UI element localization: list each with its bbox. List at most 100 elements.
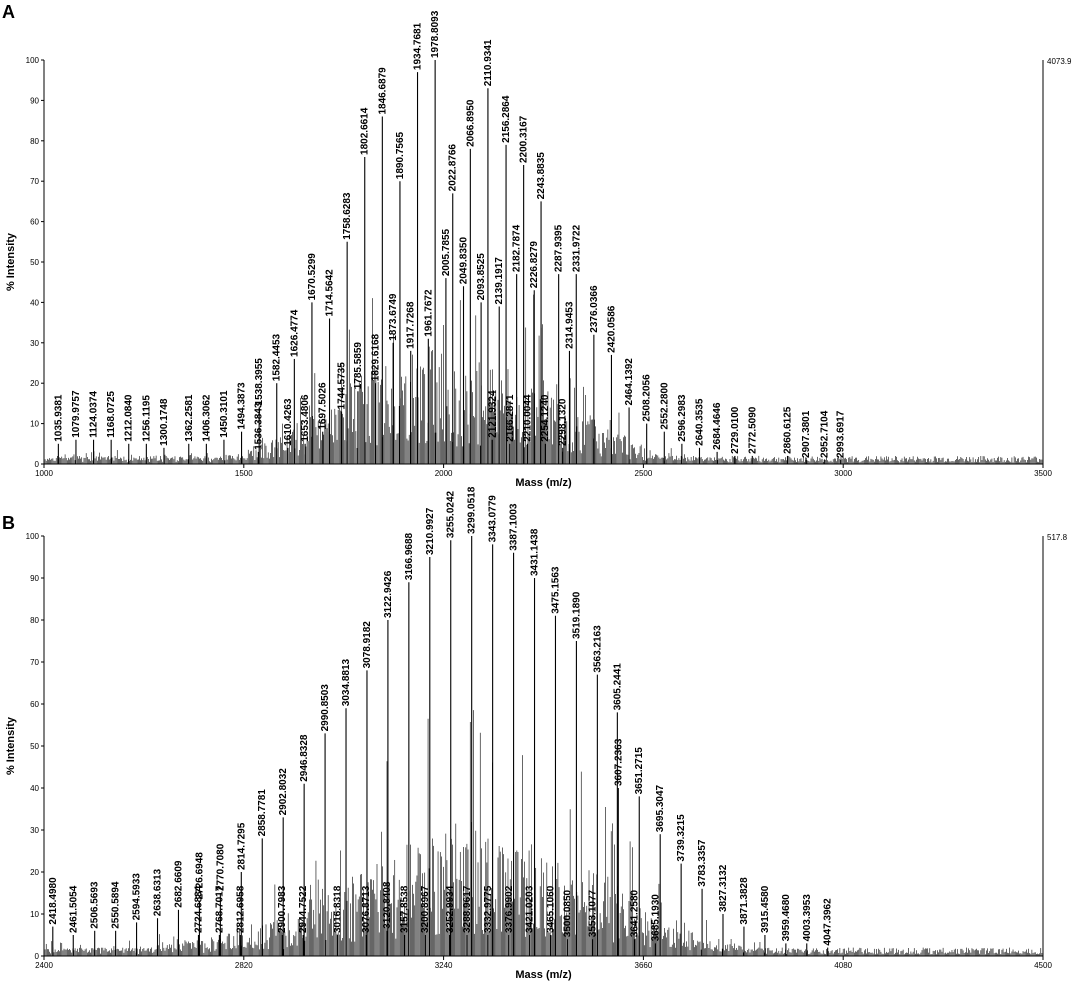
- y-tick-label: 100: [26, 532, 40, 541]
- panel-label: B: [2, 513, 15, 533]
- peak-label: 1744.5735: [337, 362, 348, 410]
- peak-label: 2110.9341: [483, 39, 494, 86]
- y-tick-label: 50: [30, 258, 39, 267]
- peak-label: 1934.7681: [413, 22, 424, 70]
- peak-label: 1653.4806: [300, 394, 311, 442]
- y-tick-label: 100: [26, 56, 40, 65]
- peak-label: 2376.0366: [589, 285, 600, 333]
- y-tick-label: 10: [30, 910, 39, 919]
- peak-label: 1256.1195: [141, 395, 152, 442]
- peak-label: 2858.7781: [257, 789, 268, 837]
- peak-label: 1890.7565: [395, 131, 406, 179]
- peak-label: 3605.2441: [612, 663, 623, 711]
- peak-label: 3387.1003: [509, 503, 520, 551]
- y-tick-label: 60: [30, 700, 39, 709]
- peak-label: 2022.8766: [448, 144, 459, 192]
- peak-label: 3500.0850: [562, 889, 573, 937]
- peak-label: 1697.5026: [318, 382, 329, 430]
- peak-label: 3519.1890: [571, 591, 582, 639]
- peak-label: 1829.6168: [371, 333, 382, 381]
- peak-label: 1300.1748: [159, 398, 170, 446]
- x-tick-label: 2820: [235, 961, 253, 970]
- peak-label: 1538.3955: [254, 358, 265, 406]
- y-tick-label: 0: [35, 952, 40, 961]
- max-intensity-label: 517.8: [1047, 533, 1068, 542]
- peak-label: 3210.9927: [425, 507, 436, 555]
- peak-label: 3641.2580: [629, 889, 640, 937]
- peak-label: 2418.4980: [48, 877, 59, 925]
- peak-label: 1212.0840: [124, 394, 135, 442]
- peak-label: 2200.3167: [519, 115, 530, 163]
- peak-label: 3739.3215: [676, 814, 687, 862]
- peak-label: 1714.5642: [325, 269, 336, 317]
- peak-label: 3465.1060: [546, 885, 557, 933]
- peak-label: 1917.7268: [406, 301, 417, 349]
- panel-b: B 0 10 20 30 40 50 60 70 80 90 100 2400 2820 3240 3660 4…: [2, 486, 1068, 981]
- baseline-noise: [44, 710, 1043, 956]
- peak-label: 2952.7104: [819, 410, 830, 458]
- peak-label: 2298.1320: [558, 398, 569, 446]
- peak-label: 3607.2363: [613, 738, 624, 786]
- peak-label: 1802.6614: [360, 107, 371, 155]
- peak-label: 2331.9722: [571, 224, 582, 272]
- peak-label: 3157.8538: [400, 885, 411, 933]
- x-tick-label: 3000: [834, 469, 852, 478]
- y-tick-label: 10: [30, 420, 39, 429]
- max-intensity-label: 4073.9: [1047, 57, 1072, 66]
- peak-label: 1406.3062: [201, 394, 212, 442]
- peak-label: 2254.1240: [540, 394, 551, 442]
- peak-label: 2093.8525: [476, 253, 487, 301]
- peak-label: 2638.6313: [153, 868, 164, 916]
- peak-label: 3871.3828: [739, 877, 750, 925]
- peak-label: 2682.6609: [173, 860, 184, 908]
- peak-label: 3332.9775: [483, 885, 494, 933]
- peak-label: 1079.9757: [71, 390, 82, 438]
- peak-label: 1582.4453: [272, 333, 283, 381]
- peak-label: 2139.1917: [494, 257, 505, 305]
- x-tick-label: 4080: [834, 961, 852, 970]
- peak-label: 2990.8503: [320, 684, 331, 732]
- peak-label: 2640.3535: [694, 398, 705, 446]
- peak-label: 3376.9902: [504, 885, 515, 933]
- y-axis-label: % Intensity: [5, 716, 17, 775]
- peak-label: 2166.2871: [505, 394, 516, 442]
- peak-label: 3200.8967: [420, 885, 431, 933]
- peak-label: 4047.3962: [823, 898, 834, 946]
- peak-label: 1536.3843: [253, 402, 264, 450]
- peak-label: 2210.0044: [523, 394, 534, 442]
- peaks: 2418.4980 2461.5054 2506.5693 2550.5894 2594…: [48, 486, 834, 956]
- x-tick-label: 3500: [1034, 469, 1052, 478]
- peak-label: 2814.7295: [236, 822, 247, 870]
- peak-label: 1978.8093: [430, 10, 441, 58]
- y-tick-label: 30: [30, 339, 39, 348]
- peak-label: 2729.0100: [730, 406, 741, 454]
- peak-label: 2287.9395: [554, 224, 565, 272]
- x-tick-label: 3240: [435, 961, 453, 970]
- peak-label: 2907.3801: [801, 410, 812, 458]
- peak-label: 2902.8032: [278, 768, 289, 816]
- peak-label: 2420.0586: [606, 305, 617, 353]
- peak-label: 1785.5859: [353, 342, 364, 390]
- y-tick-label: 40: [30, 298, 39, 307]
- peak-label: 2550.5894: [111, 881, 122, 929]
- peak-label: 2066.8950: [465, 99, 476, 147]
- peaks: 1035.9381 1079.9757 1124.0374 1168.0725 1212…: [53, 10, 847, 464]
- panel-label: A: [2, 2, 15, 22]
- y-tick-label: 60: [30, 218, 39, 227]
- peak-label: 2049.8350: [459, 237, 470, 285]
- peak-label: 3553.1077: [588, 889, 599, 937]
- peak-label: 1670.5299: [307, 253, 318, 301]
- peak-label: 2508.2056: [642, 374, 653, 422]
- y-tick-label: 0: [35, 460, 40, 469]
- x-tick-label: 3660: [635, 961, 653, 970]
- peak-label: 3016.8318: [332, 885, 343, 933]
- peak-label: 3299.0518: [467, 486, 478, 534]
- peak-label: 3915.4580: [760, 885, 771, 933]
- x-tick-label: 1500: [235, 469, 253, 478]
- y-tick-label: 90: [30, 96, 39, 105]
- peak-label: 3255.0242: [446, 490, 457, 538]
- peak-label: 2243.8835: [536, 152, 547, 200]
- y-tick-label: 20: [30, 379, 39, 388]
- peak-label: 2226.8279: [529, 241, 540, 289]
